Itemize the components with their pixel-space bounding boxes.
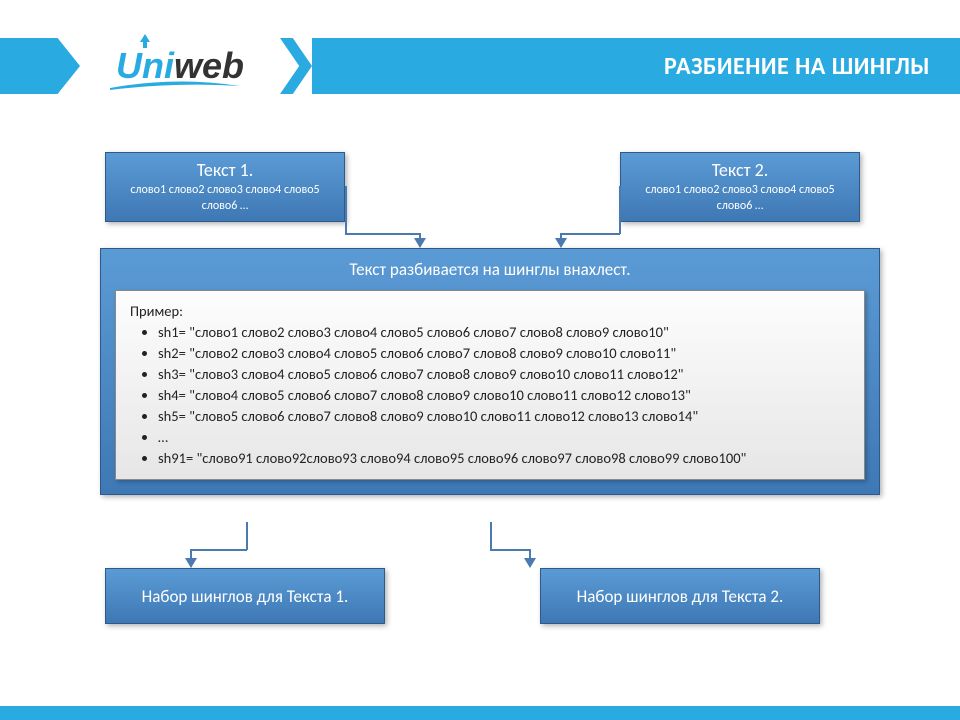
shingle-item: sh3= "слово3 слово4 слово5 слово6 слово7… xyxy=(158,364,850,385)
footer-band xyxy=(0,706,960,720)
shingle-item: sh91= "слово91 слово92слово93 слово94 сл… xyxy=(158,448,850,469)
connector xyxy=(490,549,530,551)
example-label: Пример: xyxy=(130,301,850,322)
header-chevron-shape xyxy=(280,38,312,94)
connector xyxy=(246,522,248,550)
arrowhead-icon xyxy=(555,238,567,248)
connector xyxy=(190,549,247,551)
connector xyxy=(490,522,492,550)
node-text-1: Текст 1. слово1 слово2 слово3 слово4 сло… xyxy=(105,152,345,222)
node-shingle-process: Текст разбивается на шинглы внахлест. Пр… xyxy=(100,248,880,495)
node-text-2-title: Текст 2. xyxy=(712,159,769,181)
node-text-2-sub: слово1 слово2 слово3 слово4 слово5 слово… xyxy=(627,183,853,214)
header-band: Uniweb РАЗБИЕНИЕ НА ШИНГЛЫ xyxy=(0,38,960,94)
logo-up-arrow-icon xyxy=(138,34,152,48)
arrowhead-icon xyxy=(414,238,426,248)
node-output-2-label: Набор шинглов для Текста 2. xyxy=(577,586,784,607)
connector xyxy=(345,233,420,235)
node-output-1: Набор шинглов для Текста 1. xyxy=(105,568,385,624)
logo: Uniweb xyxy=(80,38,280,94)
node-text-2: Текст 2. слово1 слово2 слово3 слово4 сло… xyxy=(620,152,860,222)
shingle-item: sh2= "слово2 слово3 слово4 слово5 слово6… xyxy=(158,343,850,364)
header-title-bar: РАЗБИЕНИЕ НА ШИНГЛЫ xyxy=(312,38,960,94)
example-panel: Пример: sh1= "слово1 слово2 слово3 слово… xyxy=(115,290,865,480)
node-text-1-title: Текст 1. xyxy=(197,159,254,181)
flowchart: Текст 1. слово1 слово2 слово3 слово4 сло… xyxy=(0,140,960,700)
shingle-list: sh1= "слово1 слово2 слово3 слово4 слово5… xyxy=(130,322,850,469)
connector xyxy=(345,186,347,234)
node-text-1-sub: слово1 слово2 слово3 слово4 слово5 слово… xyxy=(112,183,338,214)
node-output-1-label: Набор шинглов для Текста 1. xyxy=(142,586,349,607)
node-shingle-title: Текст разбивается на шинглы внахлест. xyxy=(115,259,865,280)
node-output-2: Набор шинглов для Текста 2. xyxy=(540,568,820,624)
page-title: РАЗБИЕНИЕ НА ШИНГЛЫ xyxy=(664,52,930,81)
arrowhead-icon xyxy=(524,558,536,568)
logo-swoosh-icon xyxy=(110,80,240,90)
shingle-item: … xyxy=(158,427,850,448)
arrowhead-icon xyxy=(185,558,197,568)
shingle-item: sh4= "слово4 слово5 слово6 слово7 слово8… xyxy=(158,385,850,406)
shingle-item: sh5= "слово5 слово6 слово7 слово8 слово9… xyxy=(158,406,850,427)
header-left-arrow-shape xyxy=(0,38,80,94)
connector xyxy=(619,186,621,234)
connector xyxy=(560,233,620,235)
shingle-item: sh1= "слово1 слово2 слово3 слово4 слово5… xyxy=(158,322,850,343)
